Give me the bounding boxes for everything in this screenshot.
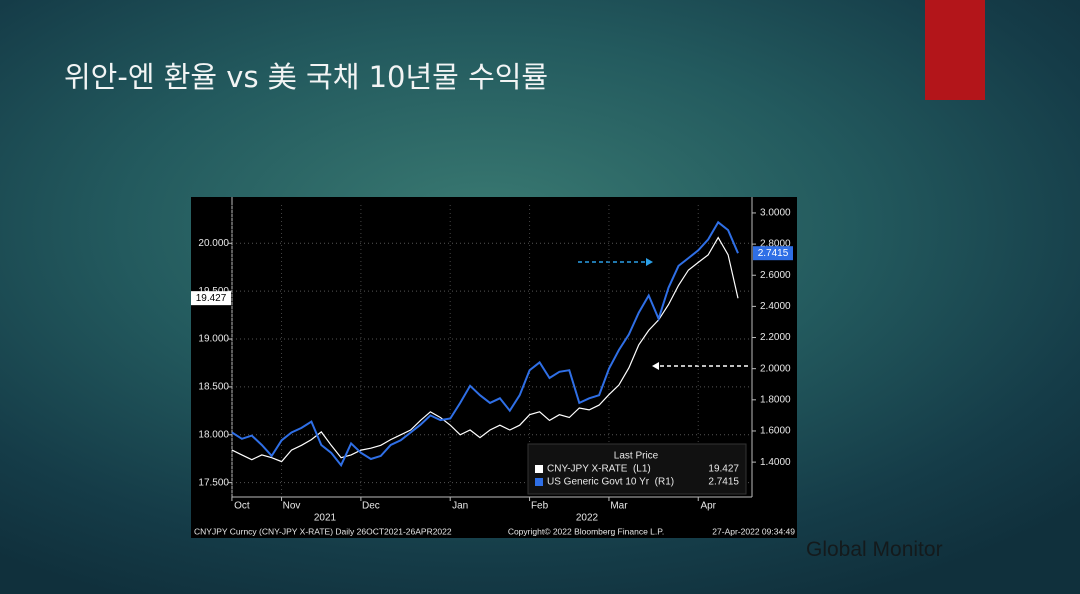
x-tick-label: Dec [362,501,380,512]
x-tick-label: Apr [700,501,716,512]
y2-tick-label: 2.8000 [760,239,791,250]
last-price-tag [753,246,793,261]
accent-box [925,0,985,100]
legend-title: Last Price [614,451,659,462]
legend-value: 19.427 [708,464,739,475]
y2-tick-label: 2.4000 [760,301,791,312]
y2-tick-label: 2.0000 [760,363,791,374]
last-price-tag-label: 19.427 [196,293,227,304]
legend-value: 2.7415 [708,477,739,488]
x-group-label: 2022 [576,513,599,524]
brand: Global Monitor [806,538,943,561]
last-price-tag-label: 2.7415 [758,248,789,259]
y2-tick-label: 2.6000 [760,270,791,281]
legend-box [527,443,747,495]
x-tick-label: Nov [283,501,301,512]
y-tick-label: 18.000 [198,429,229,440]
x-group-label: 2021 [314,513,337,524]
footer-text: 27-Apr-2022 09:34:49 [712,526,795,536]
y2-tick-label: 1.8000 [760,394,791,405]
x-tick-label: Feb [531,501,549,512]
y2-tick-label: 1.6000 [760,426,791,437]
y-tick-label: 18.500 [198,382,229,393]
footer-text: Copyright© 2022 Bloomberg Finance L.P. [508,526,664,536]
series-line [231,220,739,468]
y-tick-label: 19.000 [198,334,229,345]
y2-tick-label: 3.0000 [760,208,791,219]
y2-tick-label: 2.2000 [760,332,791,343]
y-tick-label: 17.500 [198,477,229,488]
y2-tick-label: 1.4000 [760,457,791,468]
footer-text: CNYJPY Curncy (CNY-JPY X-RATE) Daily 26O… [194,526,452,536]
slide-title: 위안-엔 환율 vs 美 국채 10년물 수익률 [64,60,549,94]
x-tick-label: Jan [452,501,468,512]
legend-label: US Generic Govt 10 Yr (R1) [547,477,674,488]
x-tick-label: Oct [234,501,250,512]
legend-swatch [535,465,543,473]
annotation-arrowhead [646,258,653,266]
last-price-tag [191,291,231,306]
annotation-arrowhead [652,362,659,370]
legend-label: CNY-JPY X-RATE (L1) [547,464,651,475]
legend-swatch [535,478,543,486]
y-tick-label: 20.000 [198,238,229,249]
x-tick-label: Mar [610,501,628,512]
